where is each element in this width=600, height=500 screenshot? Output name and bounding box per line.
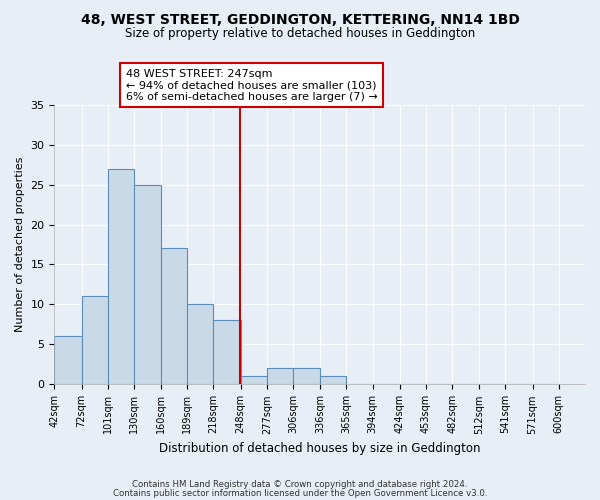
Bar: [214, 320, 241, 384]
Text: Contains HM Land Registry data © Crown copyright and database right 2024.: Contains HM Land Registry data © Crown c…: [132, 480, 468, 489]
X-axis label: Distribution of detached houses by size in Geddington: Distribution of detached houses by size …: [159, 442, 481, 455]
Bar: [241, 376, 267, 384]
Y-axis label: Number of detached properties: Number of detached properties: [15, 157, 25, 332]
Bar: [320, 376, 346, 384]
Bar: [82, 296, 108, 384]
Bar: [55, 336, 82, 384]
Bar: [161, 248, 187, 384]
Bar: [134, 184, 161, 384]
Text: Contains public sector information licensed under the Open Government Licence v3: Contains public sector information licen…: [113, 489, 487, 498]
Bar: [267, 368, 293, 384]
Text: 48, WEST STREET, GEDDINGTON, KETTERING, NN14 1BD: 48, WEST STREET, GEDDINGTON, KETTERING, …: [80, 12, 520, 26]
Bar: [293, 368, 320, 384]
Text: Size of property relative to detached houses in Geddington: Size of property relative to detached ho…: [125, 28, 475, 40]
Bar: [108, 168, 134, 384]
Text: 48 WEST STREET: 247sqm
← 94% of detached houses are smaller (103)
6% of semi-det: 48 WEST STREET: 247sqm ← 94% of detached…: [126, 68, 378, 102]
Bar: [187, 304, 214, 384]
